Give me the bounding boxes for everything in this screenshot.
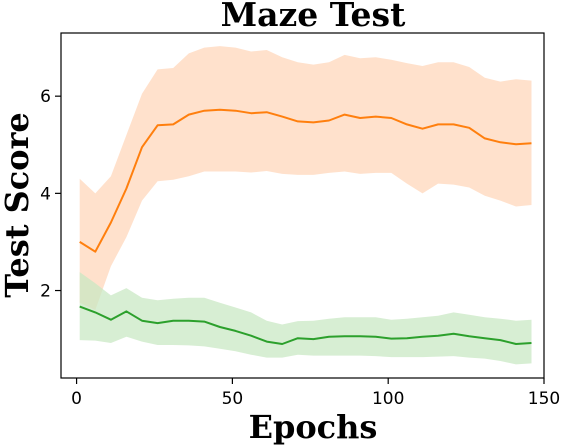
series-1-band bbox=[79, 272, 532, 365]
y-axis-label: Test Score bbox=[0, 112, 36, 298]
x-axis: 0 50 100 150 bbox=[71, 378, 560, 409]
x-tick-label: 0 bbox=[71, 389, 82, 409]
x-tick-label: 150 bbox=[528, 389, 560, 409]
y-tick-label: 4 bbox=[40, 184, 51, 204]
plot-frame bbox=[60, 32, 545, 379]
y-tick-label: 2 bbox=[40, 282, 51, 302]
x-tick-label: 50 bbox=[222, 389, 244, 409]
series-0-line bbox=[79, 108, 532, 253]
chart-title: Maze Test bbox=[221, 0, 406, 34]
x-tick-label: 100 bbox=[372, 389, 404, 409]
series-0-band bbox=[79, 46, 532, 310]
x-axis-label: Epochs bbox=[249, 408, 378, 446]
y-axis: 2 4 6 bbox=[40, 87, 61, 302]
y-tick-label: 6 bbox=[40, 87, 51, 107]
plot-area bbox=[79, 46, 532, 365]
series-1-line bbox=[79, 305, 532, 345]
